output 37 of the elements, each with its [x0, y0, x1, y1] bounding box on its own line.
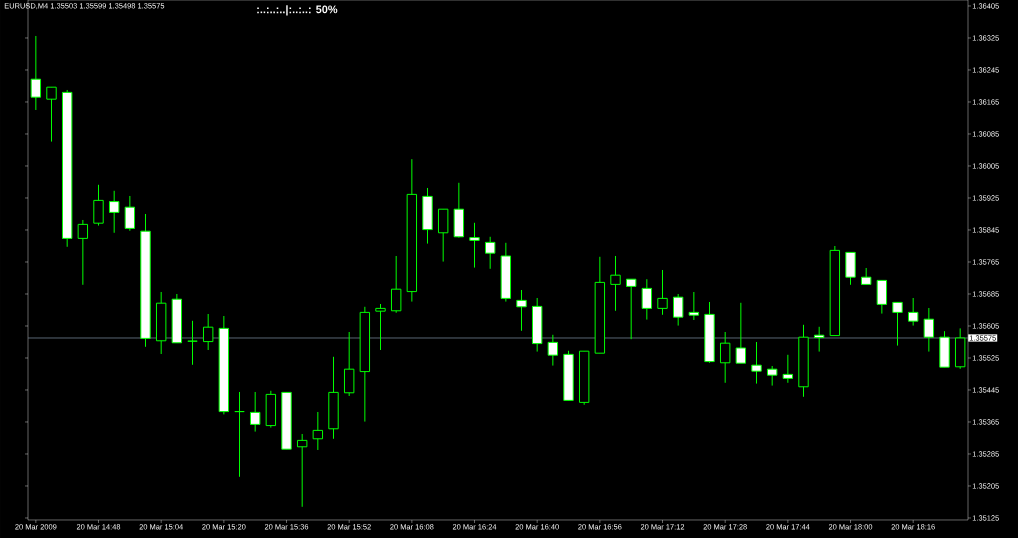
candlestick — [30, 35, 42, 111]
candlestick — [234, 391, 245, 478]
annotation: :..:..:..|:..:..: 50% — [257, 5, 338, 16]
candlestick — [375, 303, 386, 351]
candlestick — [892, 301, 903, 347]
candlestick — [437, 208, 449, 263]
candlestick — [751, 341, 762, 385]
candlestick — [108, 190, 120, 234]
candlestick — [719, 331, 731, 384]
candlestick — [93, 184, 104, 227]
candlestick — [907, 297, 919, 327]
candlestick — [296, 433, 308, 508]
candlestick — [202, 313, 214, 351]
candlestick — [610, 255, 621, 312]
candlestick — [641, 278, 653, 321]
candlestick — [735, 302, 747, 364]
candlestick — [782, 354, 794, 384]
candlestick — [657, 269, 668, 316]
candlestick — [469, 222, 480, 269]
candlestick — [547, 334, 559, 367]
candlestick — [625, 278, 637, 340]
candlestick — [46, 86, 57, 143]
candlestick — [813, 326, 825, 353]
candlestick — [343, 331, 355, 397]
candlestick — [124, 195, 136, 232]
candlestick — [672, 293, 684, 327]
candlestick — [923, 307, 935, 353]
candlestick — [312, 411, 324, 451]
candlestick — [484, 236, 496, 270]
candlestick — [766, 365, 778, 387]
candlestick — [187, 320, 198, 366]
candlestick — [516, 289, 527, 332]
candlestick — [876, 279, 888, 315]
candlestick — [390, 255, 402, 314]
candlestick — [688, 291, 700, 321]
candlestick — [77, 219, 89, 286]
candlestick — [249, 391, 261, 433]
